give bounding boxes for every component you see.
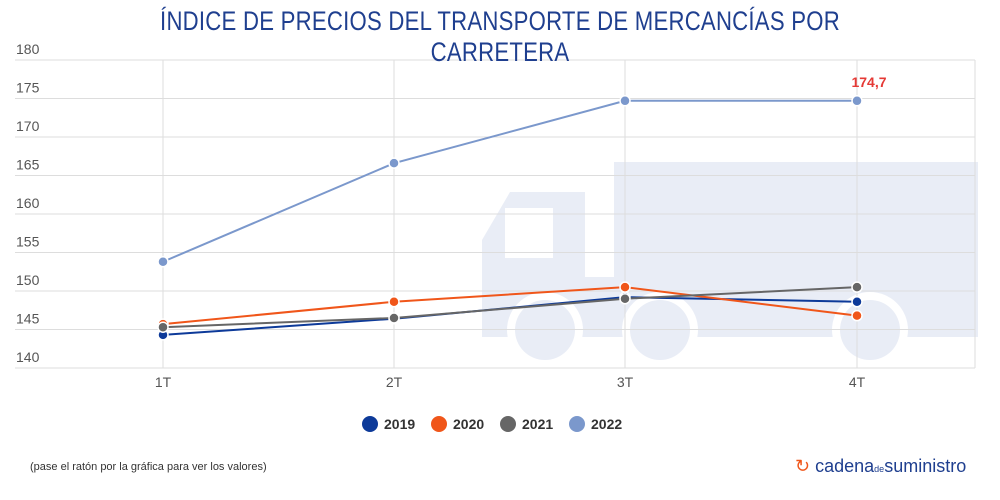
logo-text-3: suministro [884,456,967,476]
truck-watermark [482,162,978,368]
data-point-2022[interactable] [619,95,631,107]
logo: ↻ cadenadesuministro [795,456,966,477]
logo-icon: ↻ [795,456,811,476]
legend-label-2019[interactable]: 2019 [384,416,415,432]
y-tick-label: 170 [16,118,40,134]
x-tick-label: 3T [617,374,634,390]
legend-marker-2022[interactable] [569,416,585,432]
legend-marker-2021[interactable] [500,416,516,432]
series-line-2022 [162,99,857,263]
logo-text-2: de [874,464,885,474]
data-point-2021[interactable] [851,281,863,293]
legend-marker-2019[interactable] [362,416,378,432]
x-tick-label: 2T [386,374,403,390]
legend-label-2022[interactable]: 2022 [591,416,622,432]
data-point-2022[interactable] [388,157,400,169]
series-line-2021 [162,286,858,329]
y-tick-label: 180 [16,41,40,57]
x-tick-label: 4T [849,374,866,390]
hover-note: (pase el ratón por la gráfica para ver l… [30,461,267,473]
data-point-2021[interactable] [157,321,169,333]
legend-marker-2020[interactable] [431,416,447,432]
data-point-2022[interactable] [157,255,169,268]
data-label: 174,7 [851,74,886,90]
y-tick-label: 155 [16,234,40,250]
data-point-2022[interactable] [851,95,863,107]
data-point-2021[interactable] [619,292,631,305]
data-point-2020[interactable] [388,296,400,308]
data-point-2020[interactable] [851,309,863,322]
y-tick-label: 140 [16,349,40,365]
legend-label-2020[interactable]: 2020 [453,416,484,432]
y-tick-label: 175 [16,80,40,96]
y-tick-label: 160 [16,195,40,211]
y-tick-label: 150 [16,272,40,288]
x-tick-label: 1T [155,374,172,390]
data-point-2020[interactable] [619,281,631,293]
logo-text-1: cadena [815,456,875,476]
data-point-2021[interactable] [388,312,400,324]
series-line-2020 [162,286,858,326]
y-tick-label: 145 [16,311,40,327]
legend-label-2021[interactable]: 2021 [522,416,553,432]
chart-title: ÍNDICE DE PRECIOS DEL TRANSPORTE DE MERC… [160,6,840,67]
y-tick-label: 165 [16,157,40,173]
data-point-2019[interactable] [851,296,863,308]
